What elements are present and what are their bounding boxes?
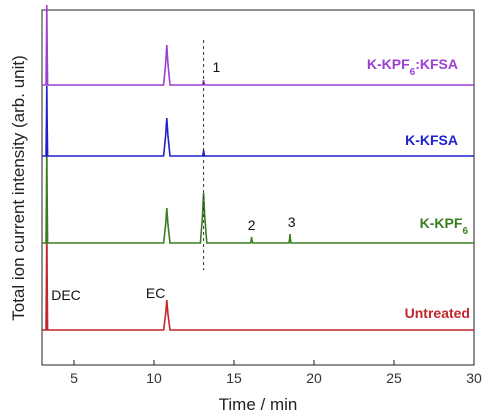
- series-label-k-kpf6: K-KPF6: [420, 215, 469, 237]
- x-axis-title: Time / min: [219, 395, 298, 414]
- peak-annotations: DEC EC 1 2 3: [51, 59, 295, 303]
- series-label-k-kpf6-kfsa: K-KPF6:KFSA: [367, 56, 458, 78]
- trace-k-kpf6-kfsa: [42, 4, 474, 86]
- x-tick-label: 20: [306, 370, 322, 386]
- series-label-k-kfsa: K-KFSA: [405, 132, 458, 148]
- peak-annotation: 1: [213, 59, 221, 75]
- series-labels: Untreated K-KPF6 K-KFSA K-KPF6:KFSA: [367, 56, 470, 321]
- series-traces: [42, 4, 474, 331]
- x-axis: 5 10 15 20 25 30: [70, 360, 482, 386]
- trace-untreated: [42, 219, 474, 331]
- peak-annotation: 3: [288, 214, 296, 230]
- trace-k-kpf6: [42, 147, 474, 244]
- peak-annotation: DEC: [51, 287, 81, 303]
- y-axis-title: Total ion current intensity (arb. unit): [9, 55, 28, 321]
- x-tick-label: 15: [226, 370, 242, 386]
- series-label-untreated: Untreated: [405, 305, 470, 321]
- x-tick-label: 25: [386, 370, 402, 386]
- x-tick-label: 10: [146, 370, 162, 386]
- peak-annotation: 2: [248, 217, 256, 233]
- peak-annotation: EC: [146, 285, 165, 301]
- x-tick-label: 5: [70, 370, 78, 386]
- plot-frame: [41, 9, 475, 366]
- x-tick-label: 30: [466, 370, 482, 386]
